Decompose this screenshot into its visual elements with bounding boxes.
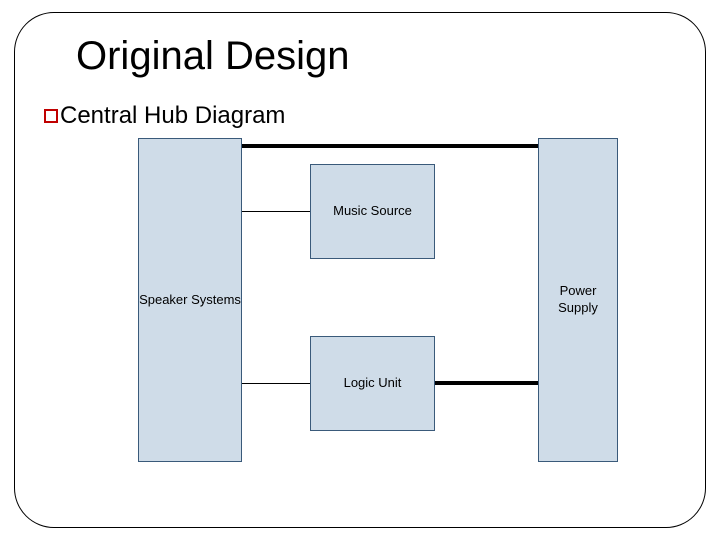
block-label-music: Music Source: [333, 203, 412, 220]
block-label-power: Power Supply: [558, 283, 598, 317]
block-label-speakers: Speaker Systems: [139, 292, 241, 309]
edge-logic-power: [435, 381, 538, 385]
block-logic: Logic Unit: [310, 336, 435, 431]
edge-speakers-logic: [242, 383, 310, 384]
block-music: Music Source: [310, 164, 435, 259]
edge-speakers-music: [242, 211, 310, 212]
hub-diagram: Speaker Systems Music Source Logic Unit Pow…: [0, 0, 720, 540]
slide: Original Design Central Hub Diagram Spea…: [0, 0, 720, 540]
edge-speakers-power: [242, 144, 538, 148]
block-label-logic: Logic Unit: [344, 375, 402, 392]
block-speakers: Speaker Systems: [138, 138, 242, 462]
block-power: Power Supply: [538, 138, 618, 462]
